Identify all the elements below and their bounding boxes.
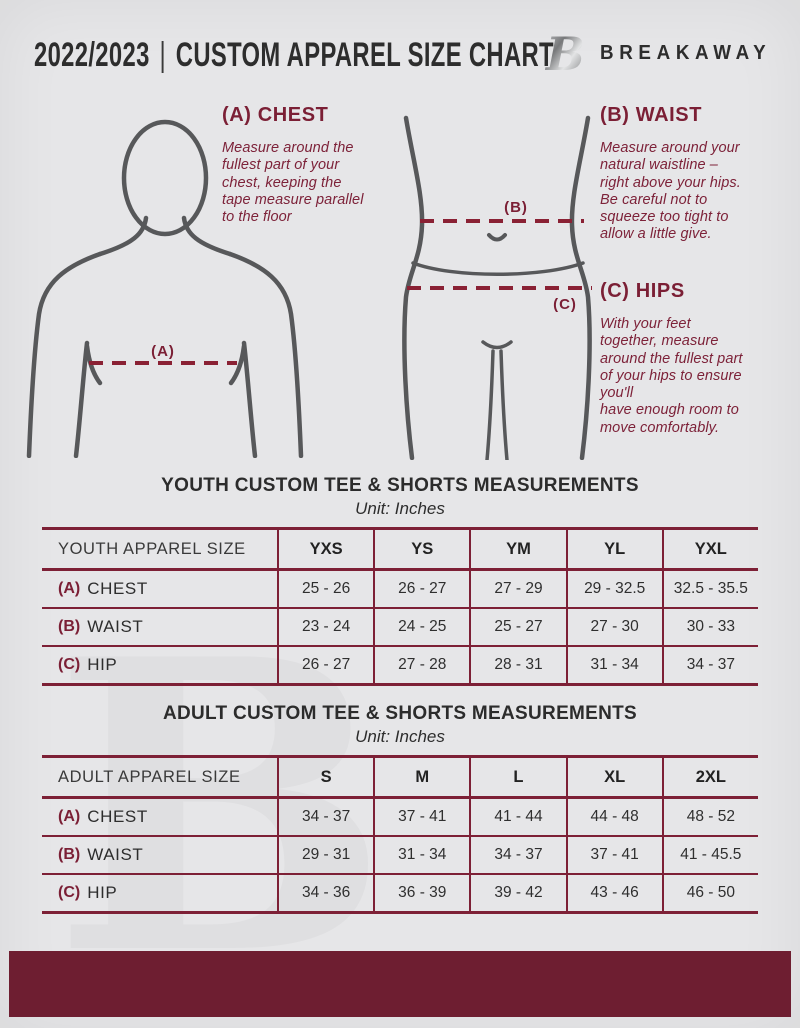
value-cell: 46 - 50 <box>661 875 758 911</box>
value-cell: 23 - 24 <box>277 609 373 645</box>
title-separator: | <box>159 36 167 74</box>
value-cell: 34 - 36 <box>277 875 373 911</box>
adult-hip-row: (C) HIP 34 - 36 36 - 39 39 - 42 43 - 46 … <box>42 875 758 914</box>
season-text: 2022/2023 <box>34 36 150 74</box>
chest-diagram: (A) <box>26 119 304 458</box>
value-cell: 41 - 45.5 <box>661 837 758 873</box>
adult-waist-row: (B) WAIST 29 - 31 31 - 34 34 - 37 37 - 4… <box>42 837 758 875</box>
hips-instructions: (C) HIPS With your feet together, measur… <box>600 280 790 437</box>
value-cell: 29 - 32.5 <box>565 571 662 607</box>
adult-unit-label: Unit: Inches <box>355 727 445 746</box>
value-cell: 37 - 41 <box>565 837 662 873</box>
youth-size-table: YOUTH APPAREL SIZE YXS YS YM YL YXL (A) … <box>42 527 758 686</box>
value-cell: 28 - 31 <box>469 647 565 683</box>
adult-size-label-header: ADULT APPAREL SIZE <box>58 767 241 786</box>
adult-size-s: S <box>277 758 373 796</box>
youth-size-yl: YL <box>565 530 662 568</box>
waist-marker-label: (B) <box>504 199 528 216</box>
value-cell: 37 - 41 <box>373 799 469 835</box>
hips-heading: (C) HIPS <box>600 280 685 302</box>
youth-chest-row: (A) CHEST 25 - 26 26 - 27 27 - 29 29 - 3… <box>42 571 758 609</box>
row-key: (A) <box>58 580 81 597</box>
row-name: CHEST <box>87 807 148 826</box>
watermark-b-letter: B <box>52 573 391 1028</box>
row-name: WAIST <box>87 845 144 864</box>
value-cell: 27 - 29 <box>469 571 565 607</box>
value-cell: 39 - 42 <box>469 875 565 911</box>
row-label: (C) HIP <box>42 647 277 683</box>
brand-name: BREAKAWAY <box>600 41 772 64</box>
value-cell: 27 - 30 <box>565 609 662 645</box>
youth-size-yxs: YXS <box>277 530 373 568</box>
svg-text:B: B <box>544 27 585 81</box>
youth-size-label-header: YOUTH APPAREL SIZE <box>58 539 246 558</box>
row-key: (B) <box>58 846 81 863</box>
footer-bar <box>9 951 791 1017</box>
waist-body-text: Measure around your natural waistline – … <box>600 140 741 243</box>
waist-hips-diagram: (B) (C) <box>402 115 592 460</box>
brand-logo: B BREAKAWAY <box>536 24 782 82</box>
adult-size-table: ADULT APPAREL SIZE S M L XL 2XL (A) CHES… <box>42 755 758 914</box>
waist-instructions: (B) WAIST Measure around your natural wa… <box>600 104 790 244</box>
value-cell: 30 - 33 <box>661 609 758 645</box>
row-key: (C) <box>58 884 81 901</box>
youth-table-header-row: YOUTH APPAREL SIZE YXS YS YM YL YXL <box>42 527 758 571</box>
value-cell: 25 - 27 <box>469 609 565 645</box>
youth-size-ys: YS <box>373 530 469 568</box>
youth-unit-label: Unit: Inches <box>355 499 445 518</box>
chest-instructions: (A) CHEST Measure around the fullest par… <box>222 104 404 226</box>
value-cell: 32.5 - 35.5 <box>661 571 758 607</box>
chest-body-text: Measure around the fullest part of your … <box>222 140 364 226</box>
chest-marker-label: (A) <box>151 343 175 360</box>
breakaway-b-icon: B <box>537 27 585 81</box>
value-cell: 41 - 44 <box>469 799 565 835</box>
value-cell: 34 - 37 <box>661 647 758 683</box>
row-label: (C) HIP <box>42 875 277 911</box>
value-cell: 29 - 31 <box>277 837 373 873</box>
adult-table-header-row: ADULT APPAREL SIZE S M L XL 2XL <box>42 755 758 799</box>
value-cell: 26 - 27 <box>373 571 469 607</box>
value-cell: 34 - 37 <box>277 799 373 835</box>
row-label: (B) WAIST <box>42 837 277 873</box>
row-label: (A) CHEST <box>42 799 277 835</box>
row-name: HIP <box>87 883 118 902</box>
adult-size-2xl: 2XL <box>661 758 758 796</box>
youth-section-title: YOUTH CUSTOM TEE & SHORTS MEASUREMENTS <box>161 475 639 496</box>
youth-size-yxl: YXL <box>661 530 758 568</box>
value-cell: 36 - 39 <box>373 875 469 911</box>
value-cell: 31 - 34 <box>565 647 662 683</box>
youth-size-ym: YM <box>469 530 565 568</box>
row-key: (B) <box>58 618 81 635</box>
adult-size-l: L <box>469 758 565 796</box>
row-name: HIP <box>87 655 118 674</box>
title-text: CUSTOM APPAREL SIZE CHART <box>175 36 554 74</box>
row-name: WAIST <box>87 617 144 636</box>
adult-chest-row: (A) CHEST 34 - 37 37 - 41 41 - 44 44 - 4… <box>42 799 758 837</box>
row-key: (A) <box>58 808 81 825</box>
row-name: CHEST <box>87 579 148 598</box>
adult-size-m: M <box>373 758 469 796</box>
hips-marker-label: (C) <box>553 296 577 313</box>
row-key: (C) <box>58 656 81 673</box>
adult-section-title: ADULT CUSTOM TEE & SHORTS MEASUREMENTS <box>162 703 638 724</box>
value-cell: 43 - 46 <box>565 875 662 911</box>
value-cell: 48 - 52 <box>661 799 758 835</box>
value-cell: 34 - 37 <box>469 837 565 873</box>
row-label: (A) CHEST <box>42 571 277 607</box>
value-cell: 25 - 26 <box>277 571 373 607</box>
value-cell: 26 - 27 <box>277 647 373 683</box>
youth-hip-row: (C) HIP 26 - 27 27 - 28 28 - 31 31 - 34 … <box>42 647 758 686</box>
waist-heading: (B) WAIST <box>600 104 703 126</box>
value-cell: 44 - 48 <box>565 799 662 835</box>
youth-waist-row: (B) WAIST 23 - 24 24 - 25 25 - 27 27 - 3… <box>42 609 758 647</box>
value-cell: 31 - 34 <box>373 837 469 873</box>
adult-size-xl: XL <box>565 758 662 796</box>
hips-body-text: With your feet together, measure around … <box>600 316 743 436</box>
value-cell: 24 - 25 <box>373 609 469 645</box>
row-label: (B) WAIST <box>42 609 277 645</box>
chest-heading: (A) CHEST <box>222 104 329 126</box>
page-title: 2022/2023 | CUSTOM APPAREL SIZE CHART <box>34 36 554 75</box>
value-cell: 27 - 28 <box>373 647 469 683</box>
